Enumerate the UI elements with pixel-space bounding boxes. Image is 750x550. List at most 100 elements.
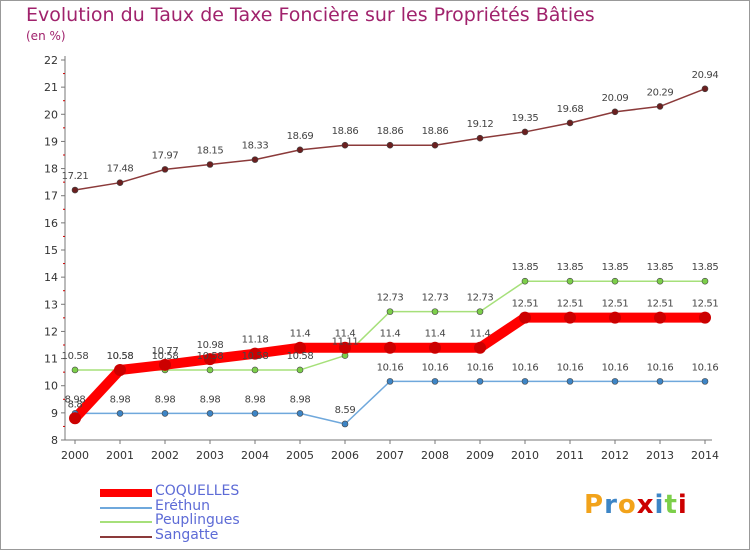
proxiti-logo: Proxiti	[584, 490, 688, 520]
data-label: 17.97	[152, 150, 179, 161]
data-point	[656, 277, 664, 285]
legend-swatch-sangatte	[100, 536, 152, 538]
data-label: 11.18	[242, 335, 269, 346]
data-label: 18.86	[377, 126, 404, 137]
x-tick-label: 2008	[421, 449, 449, 462]
legend-swatch-peuplingues	[100, 521, 152, 523]
data-point	[476, 134, 484, 142]
data-label: 11.4	[380, 329, 401, 340]
data-label: 13.85	[602, 262, 629, 273]
data-label: 8.98	[110, 394, 131, 405]
data-label: 11.4	[425, 329, 446, 340]
data-point	[204, 353, 216, 366]
data-point	[431, 308, 439, 315]
data-label: 8.98	[155, 394, 176, 405]
data-point	[701, 85, 709, 93]
data-label: 12.51	[647, 299, 674, 310]
data-point	[476, 308, 484, 315]
data-point	[251, 156, 259, 163]
data-label: 18.33	[242, 141, 269, 152]
data-label: 17.21	[62, 171, 89, 182]
data-point	[521, 128, 529, 136]
data-point	[206, 366, 214, 374]
data-point	[519, 311, 531, 324]
y-tick-label: 9	[51, 407, 58, 420]
data-point	[251, 366, 259, 374]
x-tick-label: 2006	[331, 449, 359, 462]
data-label: 13.85	[512, 262, 539, 273]
data-point	[656, 378, 664, 385]
x-tick-label: 2014	[691, 449, 719, 462]
data-label: 20.09	[602, 93, 629, 104]
legend-label-coquelles: COQUELLES	[155, 483, 240, 499]
data-point	[116, 179, 124, 186]
data-point	[161, 166, 169, 173]
data-label: 11.4	[470, 329, 491, 340]
data-point	[161, 410, 169, 417]
data-label: 18.15	[197, 146, 224, 157]
y-tick-label: 22	[44, 54, 58, 67]
data-label: 10.98	[197, 340, 224, 351]
x-tick-label: 2005	[286, 449, 314, 462]
x-tick-label: 2013	[646, 449, 674, 462]
data-point	[116, 410, 124, 417]
data-label: 12.51	[512, 299, 539, 310]
data-point	[159, 358, 171, 371]
data-label: 12.51	[692, 299, 719, 310]
data-point	[564, 311, 576, 324]
data-point	[296, 410, 304, 417]
legend-label-sangatte: Sangatte	[155, 527, 219, 543]
data-point	[296, 146, 304, 154]
data-point	[566, 378, 574, 385]
y-tick-label: 15	[44, 244, 58, 257]
y-tick-label: 17	[44, 190, 58, 203]
data-point	[431, 378, 439, 385]
data-label: 12.73	[422, 293, 449, 304]
data-label: 12.73	[377, 293, 404, 304]
data-point	[611, 277, 619, 285]
legend-swatch-erethun	[100, 507, 152, 509]
logo-letter: t	[664, 490, 678, 520]
data-label: 10.58	[287, 351, 314, 362]
data-label: 10.58	[62, 351, 89, 362]
y-tick-label: 16	[44, 217, 58, 230]
y-tick-label: 19	[44, 135, 58, 148]
data-label: 8.98	[200, 394, 221, 405]
data-point	[249, 347, 261, 360]
data-point	[69, 412, 81, 425]
y-tick-label: 10	[44, 380, 58, 393]
data-label: 10.16	[422, 362, 449, 373]
data-point	[429, 341, 441, 354]
data-point	[474, 341, 486, 354]
x-tick-label: 2001	[106, 449, 134, 462]
data-label: 10.16	[377, 362, 404, 373]
data-point	[251, 410, 259, 417]
data-label: 17.48	[107, 164, 134, 175]
data-point	[206, 161, 214, 168]
data-point	[701, 378, 709, 385]
data-point	[296, 366, 304, 374]
data-label: 12.51	[557, 299, 584, 310]
legend-label-erethun: Eréthun	[155, 498, 211, 514]
logo-letter: P	[584, 490, 605, 520]
data-label: 10.16	[467, 362, 494, 373]
data-label: 10.58	[107, 351, 134, 362]
x-tick-label: 2012	[601, 449, 629, 462]
chart-title: Evolution du Taux de Taxe Foncière sur l…	[26, 4, 595, 26]
data-point	[476, 378, 484, 385]
data-point	[701, 277, 709, 285]
data-point	[431, 141, 439, 149]
logo-letter: i	[654, 490, 665, 520]
chart-unit-label: (en %)	[26, 29, 66, 43]
x-tick-label: 2000	[61, 449, 89, 462]
data-label: 20.94	[692, 70, 719, 81]
data-point	[386, 378, 394, 385]
data-point	[71, 366, 79, 374]
data-point	[341, 141, 349, 149]
data-point	[71, 186, 79, 194]
data-label: 13.85	[557, 262, 584, 273]
data-point	[611, 378, 619, 385]
data-label: 8.59	[335, 405, 356, 416]
data-label: 8.98	[65, 394, 86, 405]
x-tick-label: 2002	[151, 449, 179, 462]
